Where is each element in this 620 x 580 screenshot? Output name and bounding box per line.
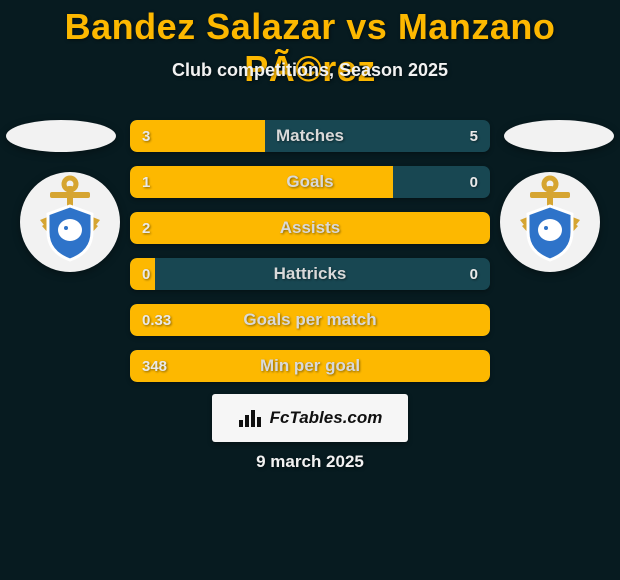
stat-label: Matches (130, 120, 490, 152)
stat-label: Min per goal (130, 350, 490, 382)
stat-row: 00Hattricks (130, 258, 490, 290)
stat-row: 10Goals (130, 166, 490, 198)
crest-icon (500, 172, 600, 272)
subtitle: Club competitions, Season 2025 (0, 60, 620, 81)
stat-label: Goals (130, 166, 490, 198)
date-label: 9 march 2025 (0, 452, 620, 472)
comparison-card: Bandez Salazar vs Manzano PÃ©rez Club co… (0, 0, 620, 580)
stat-row: 348Min per goal (130, 350, 490, 382)
stat-row: 0.33Goals per match (130, 304, 490, 336)
source-logo-text: FcTables.com (270, 408, 383, 428)
stat-label: Hattricks (130, 258, 490, 290)
bars-icon (238, 407, 264, 429)
source-logo: FcTables.com (212, 394, 408, 442)
stat-row: 35Matches (130, 120, 490, 152)
avatar-placeholder-right (504, 120, 614, 152)
avatar-placeholder-left (6, 120, 116, 152)
club-crest-left (20, 172, 120, 272)
club-crest-right (500, 172, 600, 272)
crest-icon (20, 172, 120, 272)
stats-bars: 35Matches 10Goals 2Assists 00Hattricks 0.33G… (130, 120, 490, 396)
stat-label: Goals per match (130, 304, 490, 336)
stat-row: 2Assists (130, 212, 490, 244)
stat-label: Assists (130, 212, 490, 244)
